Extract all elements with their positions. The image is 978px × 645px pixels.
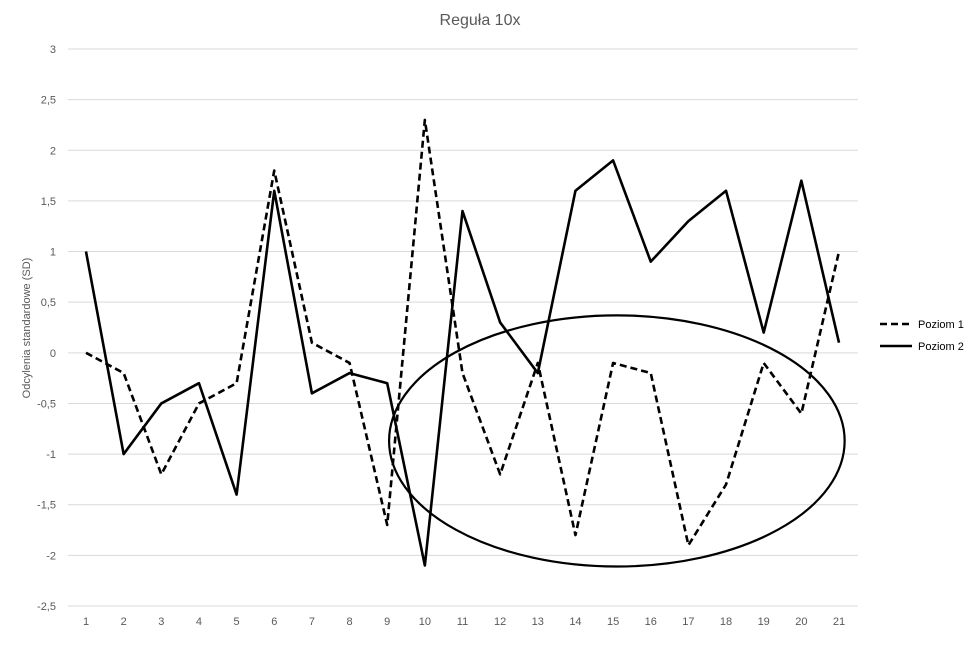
y-tick-label: -2 [46, 550, 56, 562]
x-tick-label: 18 [720, 616, 732, 628]
x-tick-label: 21 [833, 616, 845, 628]
y-tick-label: -0,5 [37, 398, 56, 410]
y-tick-label: 0 [50, 348, 56, 360]
x-tick-label: 17 [682, 616, 694, 628]
x-axis-ticks: 1 2 3 4 5 6 7 8 9 10 11 12 13 14 15 16 17 18 19 20 21 [83, 616, 845, 628]
x-tick-label: 12 [494, 616, 506, 628]
highlight-ellipse [387, 314, 846, 568]
x-tick-label: 9 [384, 616, 390, 628]
x-tick-label: 16 [645, 616, 657, 628]
y-tick-label: 3 [50, 44, 56, 56]
legend-label: Poziom 1 [918, 319, 964, 331]
x-tick-label: 8 [346, 616, 352, 628]
x-tick-label: 1 [83, 616, 89, 628]
y-axis-label: Odcylenia standardowe (SD) [21, 258, 33, 399]
y-tick-label: 2,5 [41, 95, 56, 107]
series-line-1 [85, 118, 841, 547]
series-line-2 [84, 159, 841, 567]
x-tick-label: 15 [607, 616, 619, 628]
x-tick-label: 20 [795, 616, 807, 628]
x-tick-label: 13 [532, 616, 544, 628]
annotation-layer [387, 314, 846, 568]
x-tick-label: 2 [121, 616, 127, 628]
x-tick-label: 7 [309, 616, 315, 628]
y-axis-ticks: 3 2,5 2 1,5 1 0,5 0 -0,5 -1 -1,5 -2 -2,5 [37, 44, 56, 613]
y-tick-label: -1 [46, 449, 56, 461]
x-tick-label: 5 [234, 616, 240, 628]
x-tick-label: 4 [196, 616, 202, 628]
x-tick-label: 10 [419, 616, 431, 628]
legend-label: Poziom 2 [918, 341, 964, 353]
y-tick-label: 1 [50, 247, 56, 259]
y-tick-label: 2 [50, 145, 56, 157]
legend: Poziom 1 Poziom 2 [880, 319, 964, 353]
x-tick-label: 14 [569, 616, 581, 628]
x-tick-label: 3 [158, 616, 164, 628]
y-tick-label: -2,5 [37, 601, 56, 613]
y-tick-label: 1,5 [41, 196, 56, 208]
x-tick-label: 6 [271, 616, 277, 628]
chart-title: Reguła 10x [440, 12, 521, 29]
y-tick-label: 0,5 [41, 297, 56, 309]
y-tick-label: -1,5 [37, 500, 56, 512]
x-tick-label: 19 [758, 616, 770, 628]
gridlines [68, 48, 858, 607]
x-tick-label: 11 [457, 616, 468, 628]
series-layer [84, 118, 841, 567]
